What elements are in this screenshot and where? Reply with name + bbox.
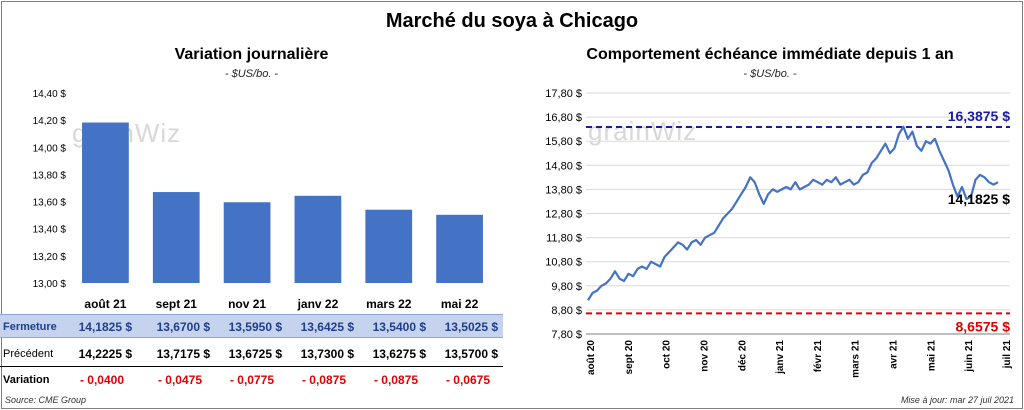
y-tick-label: 14,00 $ — [33, 143, 67, 154]
x-tick-label: août 20 — [586, 340, 597, 375]
x-tick-label: oct 20 — [662, 340, 673, 369]
table-row-prev: Précédent 14,2225 $ 13,7175 $ 13,6725 $ … — [0, 342, 503, 366]
left-chart-unit: - $US/bo. - — [224, 68, 279, 80]
x-tick-label: sept 20 — [624, 340, 635, 375]
y-tick-label: 14,80 $ — [545, 160, 582, 172]
update-note: Mise à jour: mar 27 juil 2021 — [900, 395, 1014, 405]
y-tick-label: 10,80 $ — [545, 257, 582, 269]
y-tick-label: 12,80 $ — [545, 209, 582, 221]
x-tick-label: janv 21 — [775, 340, 786, 375]
bar — [294, 195, 342, 283]
table-row-var: Variation - 0,0400 - 0,0475 - 0,0775 - 0… — [0, 368, 503, 392]
y-tick-label: 7,80 $ — [551, 329, 582, 341]
row-label-prev: Précédent — [3, 348, 54, 360]
close-cell: 13,6700 $ — [156, 320, 210, 334]
x-tick-label: mai 21 — [926, 340, 937, 372]
x-tick-label: mars 21 — [851, 340, 862, 378]
y-tick-label: 16,80 $ — [545, 112, 582, 124]
x-tick-label: août 21 — [84, 297, 126, 311]
high-label: 16,3875 $ — [948, 108, 1010, 124]
row-label-var: Variation — [3, 374, 50, 386]
var-cell: - 0,0675 — [445, 373, 490, 387]
left-chart-title: Variation journalière — [174, 46, 329, 63]
var-cell: - 0,0400 — [79, 373, 124, 387]
last-value-label: 14,1825 $ — [948, 191, 1010, 207]
x-tick-label: juin 21 — [964, 340, 975, 373]
var-cell: - 0,0775 — [229, 373, 274, 387]
x-tick-label: mars 22 — [366, 297, 412, 311]
x-tick-label: nov 21 — [228, 297, 266, 311]
close-cell: 13,6425 $ — [300, 320, 354, 334]
y-tick-label: 13,40 $ — [33, 225, 67, 236]
y-tick-label: 15,80 $ — [545, 136, 582, 148]
y-tick-label: 14,40 $ — [33, 89, 67, 100]
table-divider — [0, 366, 503, 367]
x-tick-label: nov 20 — [699, 340, 710, 372]
y-tick-label: 11,80 $ — [546, 233, 582, 245]
source-note: Source: CME Group — [5, 395, 87, 405]
table-row-close: Fermeture 14,1825 $ 13,6700 $ 13,5950 $ … — [0, 314, 503, 338]
y-tick-label: 13,80 $ — [33, 170, 67, 181]
prev-cell: 13,6275 $ — [372, 347, 426, 361]
x-tick-label: sept 21 — [156, 297, 198, 311]
prev-cell: 13,5700 $ — [444, 347, 498, 361]
low-label: 8,6575 $ — [956, 318, 1011, 334]
y-tick-label: 13,80 $ — [545, 184, 582, 196]
right-chart-unit: - $US/bo. - — [743, 68, 797, 80]
x-tick-label: mai 22 — [441, 297, 479, 311]
y-tick-label: 13,60 $ — [33, 198, 67, 209]
x-tick-label: avr 21 — [889, 340, 900, 369]
bar — [82, 122, 129, 284]
var-cell: - 0,0475 — [157, 373, 202, 387]
row-label-close: Fermeture — [3, 321, 57, 333]
prev-cell: 13,7175 $ — [156, 347, 210, 361]
close-cell: 13,5950 $ — [228, 320, 282, 334]
prev-cell: 14,2225 $ — [78, 347, 132, 361]
y-tick-label: 13,00 $ — [33, 279, 67, 290]
right-chart-title: Comportement échéance immédiate depuis 1… — [586, 46, 954, 63]
bar — [365, 209, 413, 283]
bar — [436, 214, 483, 283]
x-tick-label: déc 20 — [737, 340, 748, 372]
close-cell: 13,5400 $ — [372, 320, 426, 334]
prev-cell: 13,7300 $ — [300, 347, 354, 361]
bar — [152, 192, 200, 283]
bar — [223, 202, 271, 283]
y-tick-label: 13,20 $ — [33, 252, 67, 263]
var-cell: - 0,0875 — [301, 373, 346, 387]
x-tick-label: févr 21 — [813, 340, 824, 373]
y-tick-label: 9,80 $ — [551, 281, 582, 293]
x-tick-label: janv 22 — [297, 297, 339, 311]
close-cell: 13,5025 $ — [444, 320, 498, 334]
main-title: Marché du soya à Chicago — [385, 10, 639, 32]
y-tick-label: 8,80 $ — [551, 305, 582, 317]
var-cell: - 0,0875 — [373, 373, 418, 387]
y-tick-label: 17,80 $ — [545, 88, 582, 100]
prev-cell: 13,6725 $ — [228, 347, 282, 361]
close-cell: 14,1825 $ — [78, 320, 132, 334]
series-line — [587, 125, 999, 301]
y-tick-label: 14,20 $ — [33, 116, 67, 127]
x-tick-label: juil 21 — [1002, 340, 1013, 370]
